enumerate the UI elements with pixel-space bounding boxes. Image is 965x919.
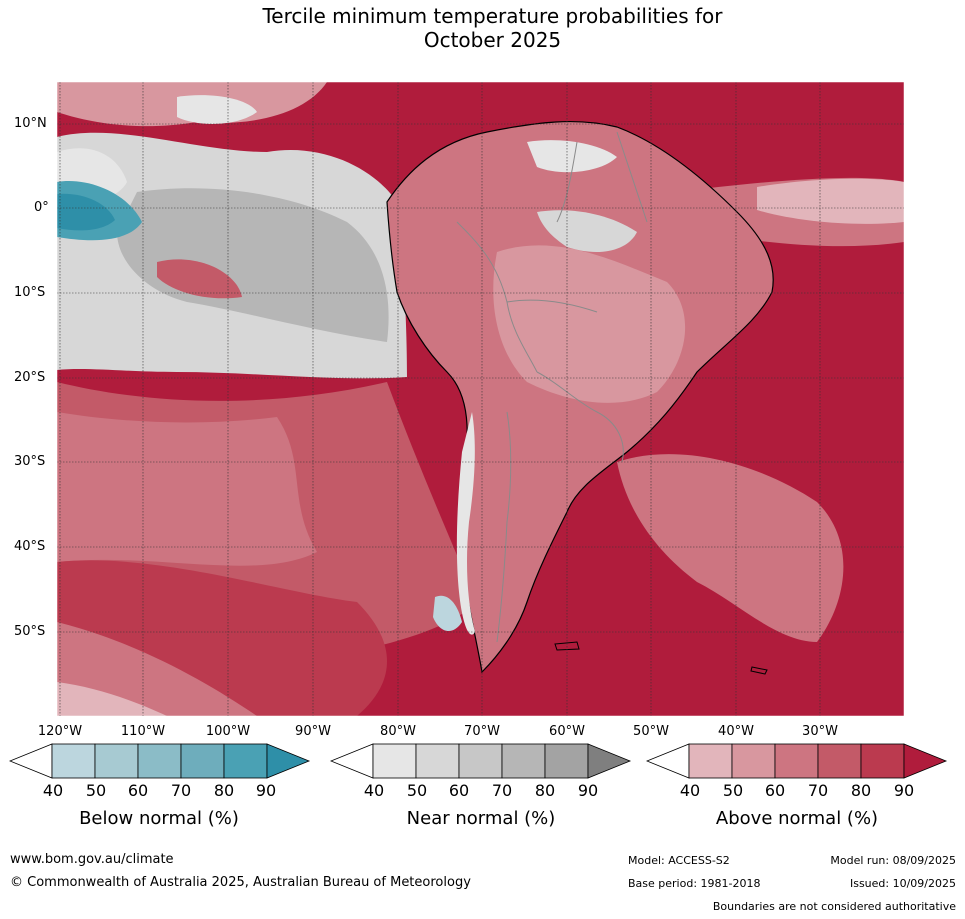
chart-title: Tercile minimum temperature probabilitie… xyxy=(0,4,965,52)
above-normal-light-ne xyxy=(757,178,904,224)
cb-near-tick: 50 xyxy=(406,781,428,800)
lon-label-80w: 80°W xyxy=(380,724,416,739)
lat-label-40s: 40°S xyxy=(14,539,46,554)
colorbar-segment xyxy=(223,743,268,779)
amazon-near-normal xyxy=(537,210,637,252)
cb-above-tick: 40 xyxy=(679,781,701,800)
colorbar-segment xyxy=(817,743,862,779)
colorbar-label-below: Below normal (%) xyxy=(79,808,239,829)
cb-above-tick: 70 xyxy=(807,781,829,800)
lon-label-40w: 40°W xyxy=(718,724,754,739)
cb-above-tick: 50 xyxy=(722,781,744,800)
colorbar-segment xyxy=(415,743,460,779)
near-normal-south-edge xyxy=(57,682,167,716)
colorbar-min-extend xyxy=(646,743,690,779)
cb-below-tick: 80 xyxy=(213,781,235,800)
colorbar-max-extend xyxy=(903,743,948,779)
cb-above-tick: 80 xyxy=(850,781,872,800)
colorbar-near-normal xyxy=(330,743,632,779)
colorbar-segment xyxy=(774,743,819,779)
footer-model-run: Model run: 08/09/2025 xyxy=(830,854,956,867)
lat-label-30s: 30°S xyxy=(14,454,46,469)
colorbar-segment xyxy=(180,743,225,779)
cb-below-tick: 90 xyxy=(255,781,277,800)
colorbar-segment xyxy=(501,743,546,779)
lon-label-50w: 50°W xyxy=(633,724,669,739)
colorbar-min-extend xyxy=(9,743,53,779)
lon-label-100w: 100°W xyxy=(205,724,251,739)
andes-near-normal-strip xyxy=(456,412,475,635)
country-borders xyxy=(456,131,648,643)
lon-label-90w: 90°W xyxy=(295,724,331,739)
colorbar-segment xyxy=(372,743,417,779)
footer-disclaimer: Boundaries are not considered authoritat… xyxy=(712,900,956,913)
above-normal-60-region xyxy=(57,412,317,566)
colorbar-min-extend xyxy=(330,743,374,779)
colorbar-max-extend xyxy=(587,743,632,779)
title-line-2: October 2025 xyxy=(423,28,562,52)
near-normal-pacific-core xyxy=(117,188,389,342)
near-normal-north-patch xyxy=(177,95,257,124)
colorbar-below-normal xyxy=(9,743,311,779)
lat-label-10s: 10°S xyxy=(14,285,46,300)
lat-label-10n: 10°N xyxy=(14,116,47,131)
cb-near-tick: 80 xyxy=(534,781,556,800)
footer-copyright: © Commonwealth of Australia 2025, Austra… xyxy=(10,875,471,890)
above-normal-60-south xyxy=(57,622,257,716)
below-normal-pacific-core xyxy=(57,193,115,231)
above-normal-60-se xyxy=(617,454,844,642)
colorbar-max-extend xyxy=(266,743,311,779)
colorbar-segment xyxy=(544,743,589,779)
lon-label-30w: 30°W xyxy=(802,724,838,739)
south-georgia-island xyxy=(750,666,768,675)
footer-model: Model: ACCESS-S2 xyxy=(628,854,730,867)
lon-label-110w: 110°W xyxy=(120,724,166,739)
footer-url[interactable]: www.bom.gov.au/climate xyxy=(10,852,174,867)
colorbar-segment xyxy=(731,743,776,779)
cb-above-tick: 90 xyxy=(893,781,915,800)
patagonia-below-normal xyxy=(433,595,462,632)
lon-label-60w: 60°W xyxy=(549,724,585,739)
colorbar-segment xyxy=(458,743,503,779)
cb-near-tick: 90 xyxy=(577,781,599,800)
cb-below-tick: 50 xyxy=(85,781,107,800)
title-line-1: Tercile minimum temperature probabilitie… xyxy=(262,4,723,28)
lat-label-20s: 20°S xyxy=(14,370,46,385)
cb-above-tick: 60 xyxy=(764,781,786,800)
above-normal-pacific-patch xyxy=(157,259,242,299)
lat-label-0: 0° xyxy=(34,200,49,215)
footer-base-period: Base period: 1981-2018 xyxy=(628,877,761,890)
cb-below-tick: 60 xyxy=(127,781,149,800)
colorbar-label-above: Above normal (%) xyxy=(715,808,879,829)
colorbar-segment xyxy=(94,743,139,779)
brazil-interior-light xyxy=(493,245,686,403)
lon-label-70w: 70°W xyxy=(464,724,500,739)
colorbar-segment xyxy=(51,743,96,779)
cb-near-tick: 40 xyxy=(363,781,385,800)
cb-near-tick: 70 xyxy=(491,781,513,800)
colorbar-segment xyxy=(688,743,733,779)
cb-below-tick: 70 xyxy=(170,781,192,800)
cb-near-tick: 60 xyxy=(448,781,470,800)
colorbar-label-near: Near normal (%) xyxy=(406,808,556,829)
colorbar-segment xyxy=(860,743,905,779)
lon-label-120w: 120°W xyxy=(37,724,83,739)
colorbar-segment xyxy=(137,743,182,779)
map-gridlines xyxy=(57,82,904,716)
footer-issued: Issued: 10/09/2025 xyxy=(849,877,956,890)
lat-label-50s: 50°S xyxy=(14,624,46,639)
venezuela-near-normal xyxy=(527,140,617,173)
cb-below-tick: 40 xyxy=(42,781,64,800)
forecast-map xyxy=(57,82,904,716)
colorbar-above-normal xyxy=(646,743,948,779)
